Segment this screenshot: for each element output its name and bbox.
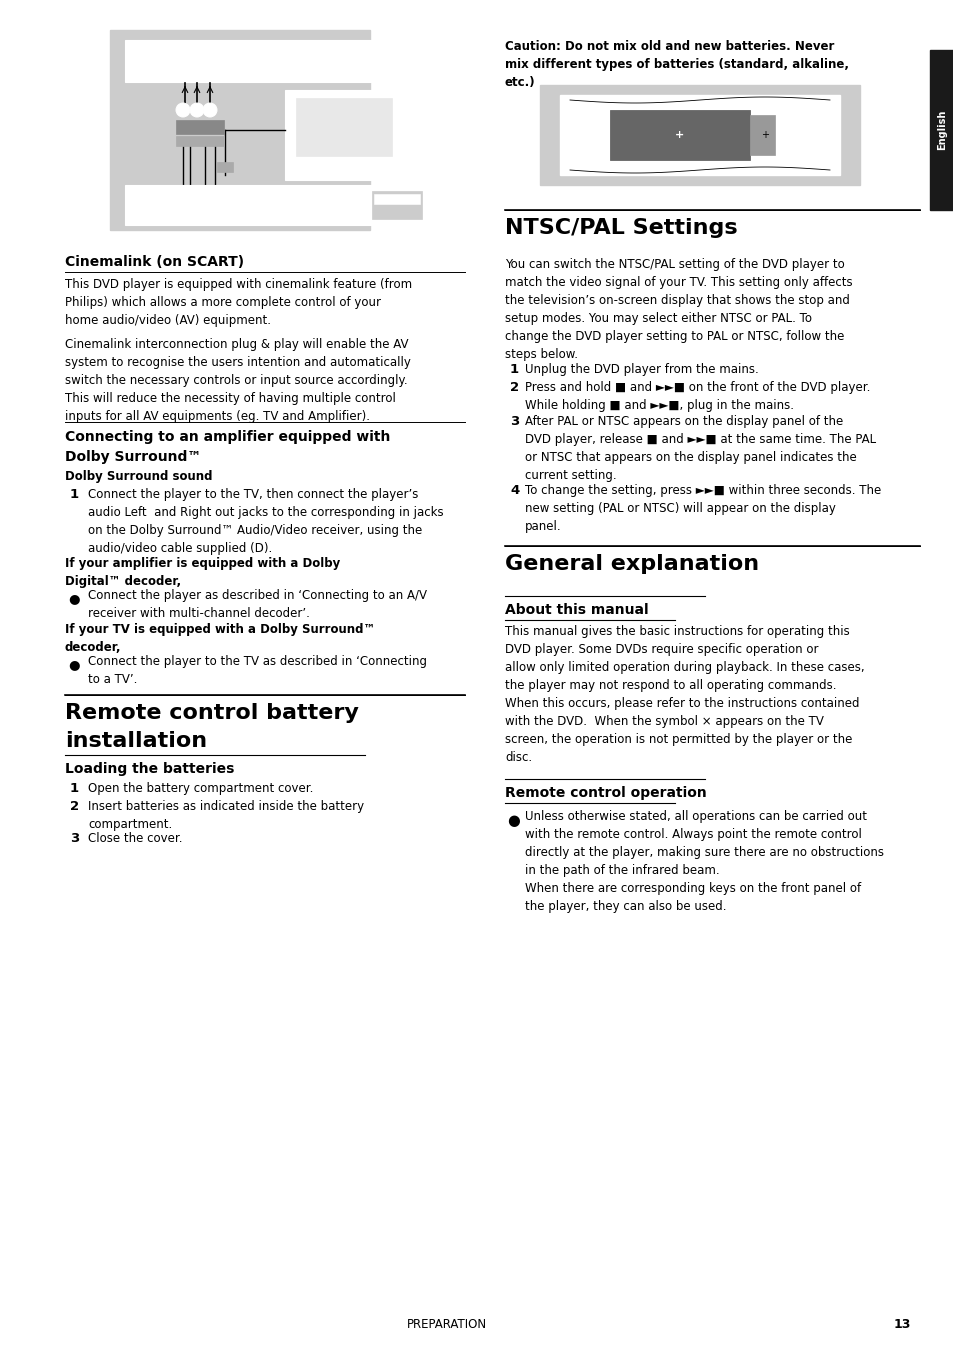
Text: English: English — [936, 109, 946, 150]
Text: 2: 2 — [70, 800, 79, 813]
Text: Caution: Do not mix old and new batteries. Never
mix different types of batterie: Caution: Do not mix old and new batterie… — [504, 41, 848, 89]
Bar — [372, 190, 421, 219]
Text: Unplug the DVD player from the mains.: Unplug the DVD player from the mains. — [524, 363, 758, 376]
Text: 2: 2 — [510, 381, 518, 394]
Bar — [110, 30, 370, 230]
Text: ●: ● — [68, 658, 79, 671]
Bar — [285, 91, 415, 180]
Bar — [559, 95, 840, 176]
Circle shape — [203, 103, 216, 118]
Text: ●: ● — [506, 813, 519, 828]
Text: Open the battery compartment cover.: Open the battery compartment cover. — [88, 782, 313, 794]
Text: Insert batteries as indicated inside the battery
compartment.: Insert batteries as indicated inside the… — [88, 800, 364, 831]
Text: General explanation: General explanation — [504, 554, 759, 574]
Circle shape — [152, 55, 162, 66]
Bar — [295, 99, 392, 155]
Circle shape — [380, 57, 389, 65]
Bar — [310, 190, 370, 203]
Text: Cinemalink (on SCART): Cinemalink (on SCART) — [65, 255, 244, 269]
Text: Connect the player to the TV as described in ‘Connecting
to a TV’.: Connect the player to the TV as describe… — [88, 655, 427, 686]
Circle shape — [580, 151, 588, 159]
Bar — [355, 55, 365, 59]
Bar — [929, 50, 953, 209]
Text: +: + — [675, 130, 684, 141]
Text: Connect the player to the TV, then connect the player’s
audio Left  and Right ou: Connect the player to the TV, then conne… — [88, 488, 443, 555]
Bar — [325, 55, 335, 59]
Circle shape — [562, 113, 606, 157]
Text: Close the cover.: Close the cover. — [88, 832, 182, 844]
Text: Remote control battery
installation: Remote control battery installation — [65, 703, 358, 751]
Circle shape — [140, 55, 150, 66]
Bar — [175, 120, 224, 134]
Bar — [125, 185, 464, 226]
Text: 3: 3 — [510, 415, 518, 428]
Circle shape — [805, 111, 813, 119]
Circle shape — [163, 55, 172, 66]
Bar — [225, 47, 305, 68]
Circle shape — [175, 103, 190, 118]
Text: This manual gives the basic instructions for operating this
DVD player. Some DVD: This manual gives the basic instructions… — [504, 626, 863, 765]
Text: 1: 1 — [70, 782, 79, 794]
Text: Dolby Surround sound: Dolby Surround sound — [65, 470, 213, 484]
Circle shape — [787, 113, 831, 157]
Bar — [339, 55, 350, 59]
Bar — [374, 195, 419, 204]
Text: ●: ● — [68, 592, 79, 605]
Text: Remote control operation: Remote control operation — [504, 786, 706, 800]
Text: About this manual: About this manual — [504, 603, 648, 617]
Text: If your amplifier is equipped with a Dolby
Digital™ decoder,: If your amplifier is equipped with a Dol… — [65, 557, 340, 588]
Text: PREPARATION: PREPARATION — [407, 1319, 487, 1331]
Text: 3: 3 — [70, 832, 79, 844]
Text: This DVD player is equipped with cinemalink feature (from
Philips) which allows : This DVD player is equipped with cinemal… — [65, 278, 412, 327]
Text: Unless otherwise stated, all operations can be carried out
with the remote contr: Unless otherwise stated, all operations … — [524, 811, 883, 913]
Text: To change the setting, press ►►■ within three seconds. The
new setting (PAL or N: To change the setting, press ►►■ within … — [524, 484, 881, 534]
Text: 1: 1 — [70, 488, 79, 501]
Bar — [310, 55, 319, 59]
Circle shape — [580, 111, 588, 119]
Bar — [749, 115, 774, 155]
Bar — [539, 85, 859, 185]
Text: 1: 1 — [510, 363, 518, 376]
Text: Cinemalink interconnection plug & play will enable the AV
system to recognise th: Cinemalink interconnection plug & play w… — [65, 338, 411, 423]
Text: Press and hold ■ and ►►■ on the front of the DVD player.
While holding ■ and ►►■: Press and hold ■ and ►►■ on the front of… — [524, 381, 869, 412]
Circle shape — [394, 57, 401, 65]
Text: Connecting to an amplifier equipped with
Dolby Surround™: Connecting to an amplifier equipped with… — [65, 430, 390, 463]
Bar — [175, 136, 224, 146]
Bar — [216, 162, 233, 172]
Circle shape — [190, 103, 204, 118]
Text: 13: 13 — [893, 1319, 910, 1331]
Text: NTSC/PAL Settings: NTSC/PAL Settings — [504, 218, 737, 238]
Text: 4: 4 — [510, 484, 518, 497]
Text: Loading the batteries: Loading the batteries — [65, 762, 234, 775]
Text: +: + — [760, 130, 768, 141]
Text: After PAL or NTSC appears on the display panel of the
DVD player, release ■ and : After PAL or NTSC appears on the display… — [524, 415, 875, 482]
Bar — [125, 41, 464, 82]
Bar — [609, 109, 749, 159]
Bar — [133, 195, 164, 211]
Text: Connect the player as described in ‘Connecting to an A/V
receiver with multi-cha: Connect the player as described in ‘Conn… — [88, 589, 427, 620]
Text: If your TV is equipped with a Dolby Surround™
decoder,: If your TV is equipped with a Dolby Surr… — [65, 623, 375, 654]
Text: You can switch the NTSC/PAL setting of the DVD player to
match the video signal : You can switch the NTSC/PAL setting of t… — [504, 258, 852, 361]
Circle shape — [805, 151, 813, 159]
